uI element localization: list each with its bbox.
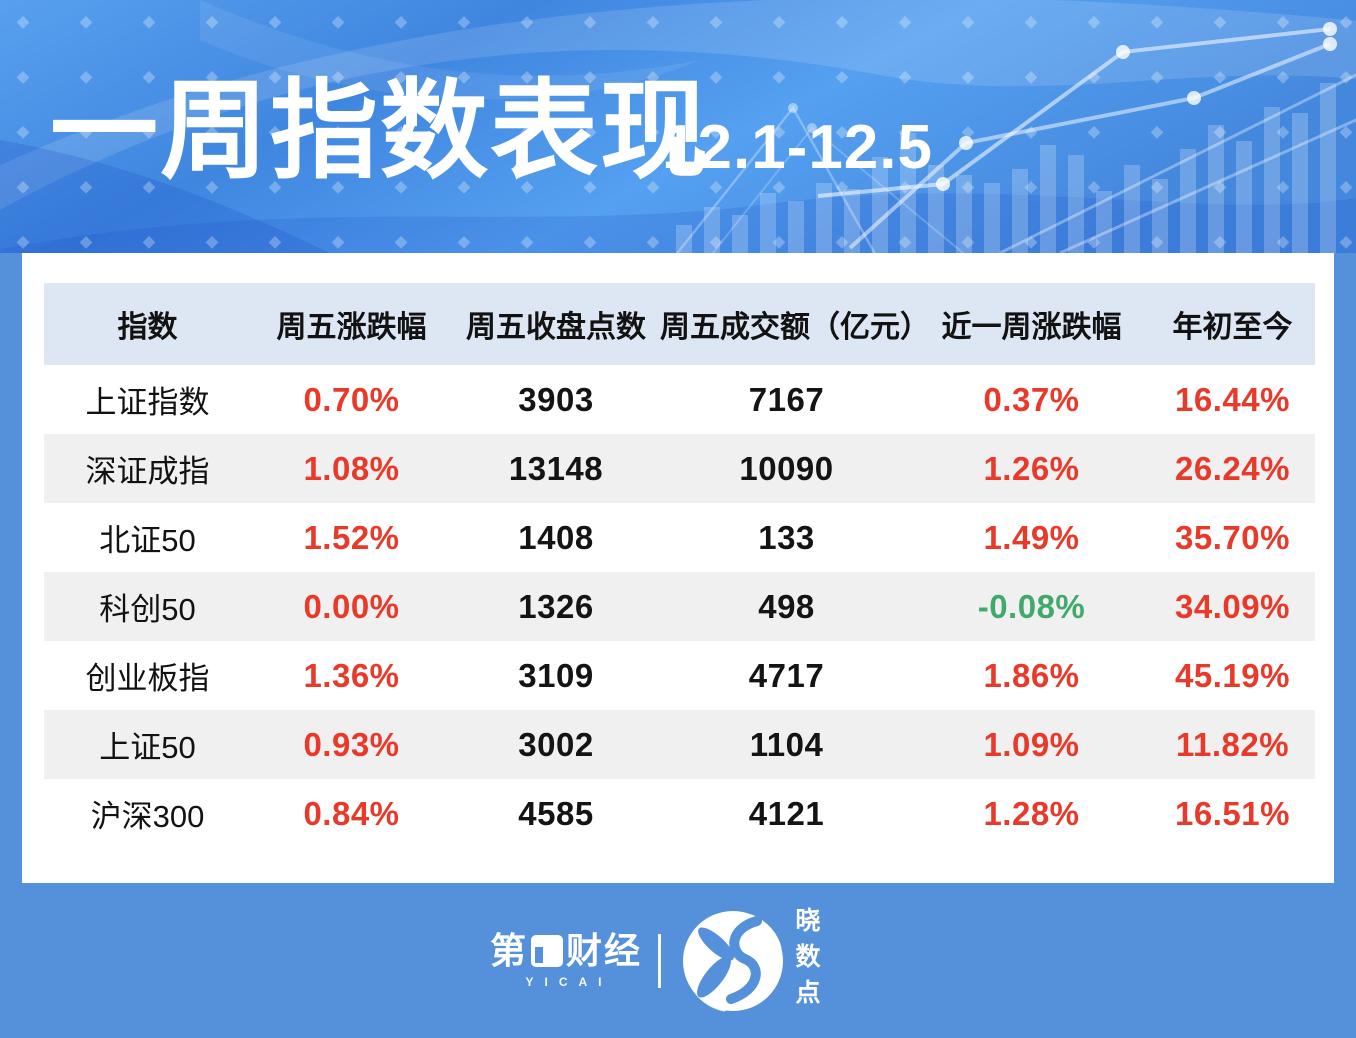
cell-ytd: 34.09% <box>1150 572 1315 641</box>
cell-fri-change: 0.70% <box>303 380 400 418</box>
cell-fri-volume: 1104 <box>660 710 913 779</box>
cell-week-change: 1.26% <box>913 434 1150 503</box>
table-row: 北证50 1.52% 1408 133 1.49% 35.70% <box>44 503 1315 572</box>
cell-week-change: 1.86% <box>983 656 1080 694</box>
banner: 一周指数表现 12.1-12.5 <box>0 0 1356 253</box>
cell-week-change: -0.08% <box>913 572 1150 641</box>
yicai-subtitle: YICAI <box>525 974 613 989</box>
cell-fri-change: 0.00% <box>251 572 452 641</box>
cell-fri-close: 3903 <box>518 380 594 418</box>
yicai-one-icon <box>531 934 563 967</box>
banner-decoration <box>0 0 1356 253</box>
table-row: 深证成指 1.08% 13148 10090 1.26% 26.24% <box>44 434 1315 503</box>
cell-index-name: 北证50 <box>99 523 196 558</box>
col-header-ytd: 年初至今 <box>1150 283 1315 365</box>
cell-fri-close: 13148 <box>452 434 660 503</box>
cell-fri-change: 0.93% <box>251 710 452 779</box>
cell-week-change: 1.09% <box>913 710 1150 779</box>
cell-ytd: 11.82% <box>1150 710 1315 779</box>
cell-fri-change: 0.84% <box>303 794 400 832</box>
table-row: 沪深300 0.84% 4585 4121 1.28% 16.51% <box>44 779 1315 848</box>
cell-ytd: 16.44% <box>1175 380 1290 418</box>
cell-fri-volume: 133 <box>758 518 815 556</box>
cell-index-name: 上证50 <box>44 710 251 779</box>
cell-index-name: 创业板指 <box>85 661 210 696</box>
cell-fri-change: 1.08% <box>251 434 452 503</box>
table-card: 指数 周五涨跌幅 周五收盘点数 周五成交额（亿元） 近一周涨跌幅 年初至今 上证… <box>22 253 1334 883</box>
index-table: 指数 周五涨跌幅 周五收盘点数 周五成交额（亿元） 近一周涨跌幅 年初至今 上证… <box>44 283 1315 848</box>
col-header-week-change: 近一周涨跌幅 <box>913 283 1150 365</box>
cell-fri-close: 4585 <box>518 794 594 832</box>
logo-divider <box>658 933 662 988</box>
cell-week-change: 1.49% <box>983 518 1080 556</box>
col-header-fri-change: 周五涨跌幅 <box>251 283 452 365</box>
table-row: 上证指数 0.70% 3903 7167 0.37% 16.44% <box>44 365 1315 434</box>
xiaoshudian-text: 晓数点 <box>792 906 821 1015</box>
col-header-index: 指数 <box>44 283 251 365</box>
col-header-fri-volume: 周五成交额（亿元） <box>660 283 930 365</box>
cell-fri-volume: 4717 <box>748 656 825 694</box>
footer: 第 财经 YICAI 晓数点 <box>0 883 1356 1038</box>
table-header-row: 指数 周五涨跌幅 周五收盘点数 周五成交额（亿元） 近一周涨跌幅 年初至今 <box>44 283 1315 365</box>
cell-index-name: 沪深300 <box>90 799 205 834</box>
cell-ytd: 45.19% <box>1175 656 1290 694</box>
yicai-logo: 第 财经 YICAI <box>489 929 643 989</box>
cell-index-name: 深证成指 <box>44 434 251 503</box>
cell-fri-change: 1.52% <box>303 518 400 556</box>
cell-fri-close: 1326 <box>452 572 660 641</box>
cell-ytd: 16.51% <box>1175 794 1290 832</box>
cell-index-name: 科创50 <box>44 572 251 641</box>
cell-fri-close: 3109 <box>518 656 594 694</box>
yicai-text-post: 财经 <box>566 929 643 971</box>
cell-fri-close: 1408 <box>518 518 594 556</box>
cell-fri-volume: 10090 <box>660 434 913 503</box>
col-header-fri-close: 周五收盘点数 <box>452 283 660 365</box>
cell-ytd: 35.70% <box>1175 518 1290 556</box>
table-row: 上证50 0.93% 3002 1104 1.09% 11.82% <box>44 710 1315 779</box>
page-title: 一周指数表现 <box>50 70 711 191</box>
cell-week-change: 1.28% <box>983 794 1080 832</box>
cell-fri-change: 1.36% <box>303 656 400 694</box>
cell-week-change: 0.37% <box>983 380 1080 418</box>
cell-fri-volume: 7167 <box>748 380 825 418</box>
cell-ytd: 26.24% <box>1150 434 1315 503</box>
cell-index-name: 上证指数 <box>85 385 210 420</box>
date-range: 12.1-12.5 <box>662 113 933 182</box>
cell-fri-volume: 498 <box>660 572 913 641</box>
yicai-text-pre: 第 <box>489 929 528 971</box>
xiaoshudian-logo-icon <box>683 910 784 1011</box>
table-row: 创业板指 1.36% 3109 4717 1.86% 45.19% <box>44 641 1315 710</box>
cell-fri-close: 3002 <box>452 710 660 779</box>
cell-fri-volume: 4121 <box>748 794 825 832</box>
table-row: 科创50 0.00% 1326 498 -0.08% 34.09% <box>44 572 1315 641</box>
